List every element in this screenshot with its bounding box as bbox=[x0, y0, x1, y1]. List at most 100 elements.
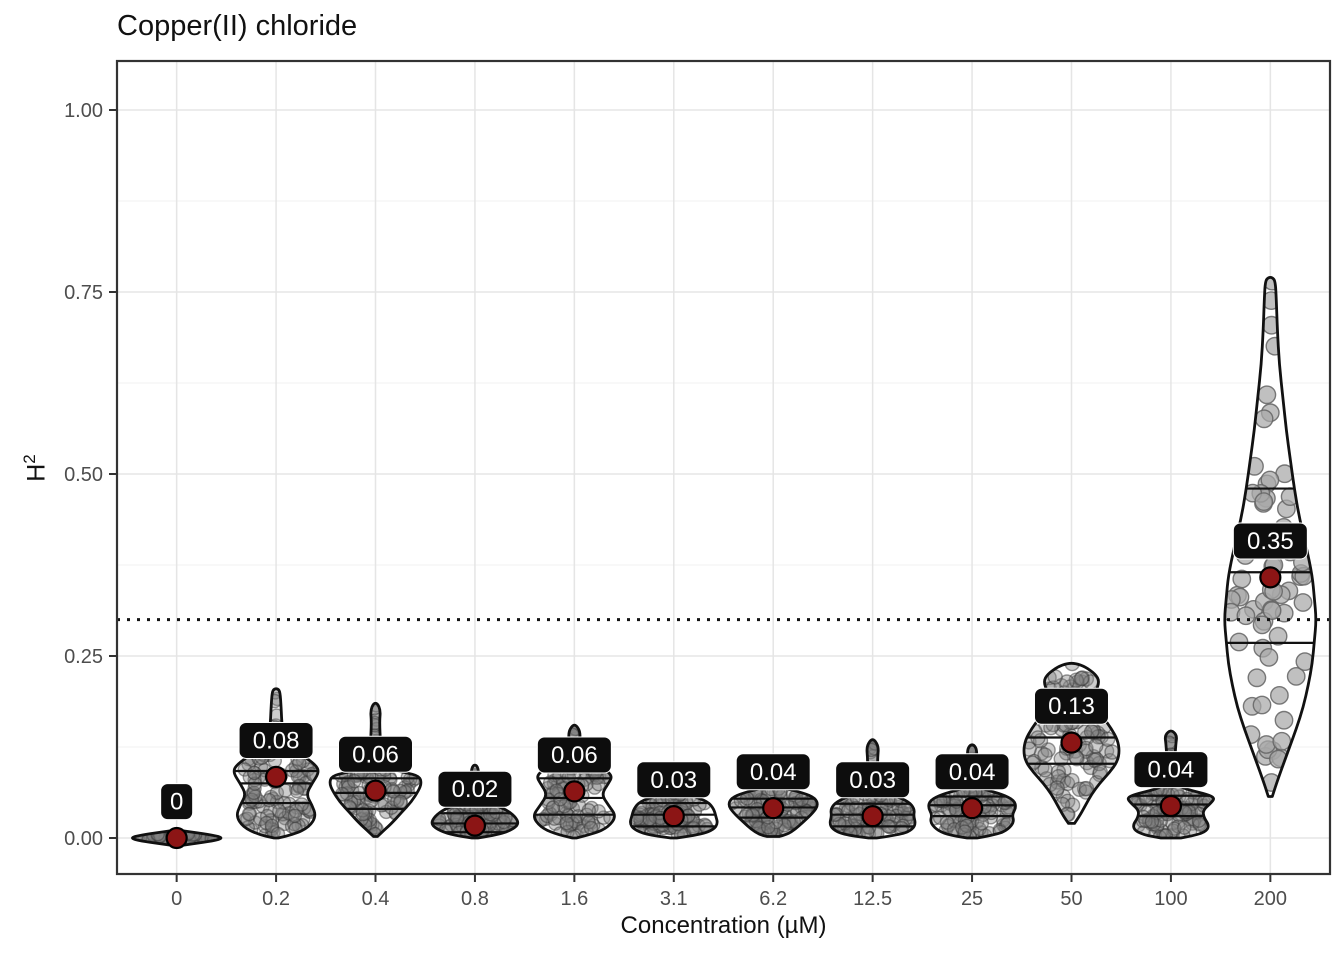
mean-dot-100 bbox=[1159, 794, 1183, 818]
data-point bbox=[261, 793, 277, 808]
data-point bbox=[1259, 648, 1279, 667]
mean-label-12.5: 0.03 bbox=[849, 767, 896, 794]
x-tick-label: 6.2 bbox=[759, 888, 787, 910]
y-tick-label: 1.00 bbox=[64, 100, 103, 122]
mean-label-box-0.8 bbox=[437, 770, 513, 808]
data-point bbox=[557, 799, 572, 814]
mean-label-0.2: 0.08 bbox=[253, 727, 300, 754]
mean-dot-0.4 bbox=[364, 779, 387, 802]
mean-label-box-12.5 bbox=[835, 761, 911, 799]
y-axis-title: H2 bbox=[20, 454, 51, 482]
violin-outline-0.8 bbox=[430, 763, 520, 840]
panel-border bbox=[115, 59, 1332, 876]
violin-outline-0.2 bbox=[232, 687, 320, 840]
plot-title: Copper(II) chloride bbox=[117, 10, 358, 42]
data-point bbox=[1037, 762, 1053, 778]
data-point bbox=[272, 803, 287, 819]
mean-label-box-100 bbox=[1133, 751, 1209, 789]
data-point bbox=[1262, 601, 1282, 620]
violin-outline-50 bbox=[1022, 661, 1121, 825]
data-point bbox=[1053, 751, 1069, 767]
data-point bbox=[1236, 606, 1256, 626]
x-tick-label: 0.4 bbox=[362, 888, 390, 910]
x-tick-label: 0 bbox=[171, 888, 182, 910]
mean-dot-12.5 bbox=[861, 805, 884, 828]
mean-label-25: 0.04 bbox=[949, 759, 996, 786]
mean-label-0: 0 bbox=[170, 789, 183, 816]
data-point bbox=[246, 765, 262, 780]
data-point bbox=[1088, 738, 1104, 754]
violin-outline-200 bbox=[1223, 276, 1318, 798]
data-point bbox=[1083, 724, 1100, 740]
data-point bbox=[1099, 731, 1116, 747]
mean-label-1.6: 0.06 bbox=[551, 742, 598, 769]
data-point bbox=[777, 818, 792, 833]
data-point bbox=[581, 803, 596, 818]
mean-label-box-0 bbox=[160, 783, 194, 821]
data-point bbox=[355, 803, 370, 818]
violin-outline-0.4 bbox=[328, 701, 423, 838]
data-point bbox=[1257, 385, 1277, 405]
data-point bbox=[559, 816, 574, 831]
x-tick-label: 12.5 bbox=[853, 888, 892, 910]
x-tick-label: 50 bbox=[1060, 888, 1082, 910]
mean-label-box-25 bbox=[934, 753, 1010, 791]
mean-label-box-3.1 bbox=[636, 761, 712, 799]
mean-label-0.8: 0.02 bbox=[452, 776, 499, 803]
y-tick-label: 0.25 bbox=[64, 646, 103, 668]
data-point bbox=[1247, 668, 1267, 688]
data-point bbox=[1104, 744, 1119, 760]
mean-label-box-6.2 bbox=[735, 753, 811, 791]
data-point bbox=[1286, 667, 1306, 686]
x-tick-label: 25 bbox=[961, 888, 983, 910]
violin-outline-100 bbox=[1126, 729, 1215, 840]
x-tick-label: 100 bbox=[1154, 888, 1187, 910]
x-tick-label: 0.2 bbox=[262, 888, 290, 910]
x-tick-label: 200 bbox=[1254, 888, 1287, 910]
data-point bbox=[1073, 670, 1090, 687]
mean-dot-0.8 bbox=[463, 814, 487, 837]
mean-label-box-1.6 bbox=[536, 736, 612, 774]
violin-outline-1.6 bbox=[533, 723, 616, 840]
data-point bbox=[289, 784, 305, 799]
mean-dot-3.1 bbox=[662, 805, 685, 828]
data-point bbox=[287, 808, 303, 823]
y-tick-label: 0.75 bbox=[64, 282, 103, 304]
data-point bbox=[1232, 569, 1252, 589]
data-point bbox=[1078, 780, 1095, 797]
data-point bbox=[591, 777, 606, 792]
data-point bbox=[294, 797, 309, 812]
data-point bbox=[957, 824, 972, 838]
data-point bbox=[1037, 747, 1053, 763]
data-point bbox=[1092, 764, 1109, 780]
data-point bbox=[1049, 780, 1065, 796]
mean-label-3.1: 0.03 bbox=[650, 767, 697, 794]
data-point bbox=[1254, 492, 1274, 511]
data-point bbox=[1257, 735, 1276, 754]
data-point bbox=[1252, 695, 1272, 715]
mean-dot-6.2 bbox=[762, 797, 785, 820]
data-point bbox=[386, 784, 401, 799]
data-point bbox=[1270, 686, 1289, 705]
data-point bbox=[355, 806, 371, 822]
mean-dot-0 bbox=[165, 826, 188, 850]
panel-background bbox=[117, 61, 1330, 874]
mean-dot-200 bbox=[1259, 566, 1282, 589]
mean-label-box-0.4 bbox=[338, 735, 414, 773]
data-point bbox=[974, 816, 989, 831]
x-tick-label: 0.8 bbox=[461, 888, 489, 910]
mean-label-box-0.2 bbox=[238, 721, 314, 759]
data-point bbox=[347, 773, 362, 789]
x-axis-title: Concentration (µM) bbox=[620, 912, 827, 939]
mean-label-100: 0.04 bbox=[1148, 757, 1195, 784]
mean-label-200: 0.35 bbox=[1247, 528, 1294, 555]
violin-group-200 bbox=[1223, 276, 1318, 798]
mean-dot-25 bbox=[960, 797, 984, 820]
mean-dot-0.2 bbox=[264, 765, 288, 788]
violin-outline-12.5 bbox=[828, 738, 917, 840]
data-point bbox=[1158, 828, 1174, 838]
data-point bbox=[1272, 731, 1292, 751]
mean-label-6.2: 0.04 bbox=[750, 759, 797, 786]
